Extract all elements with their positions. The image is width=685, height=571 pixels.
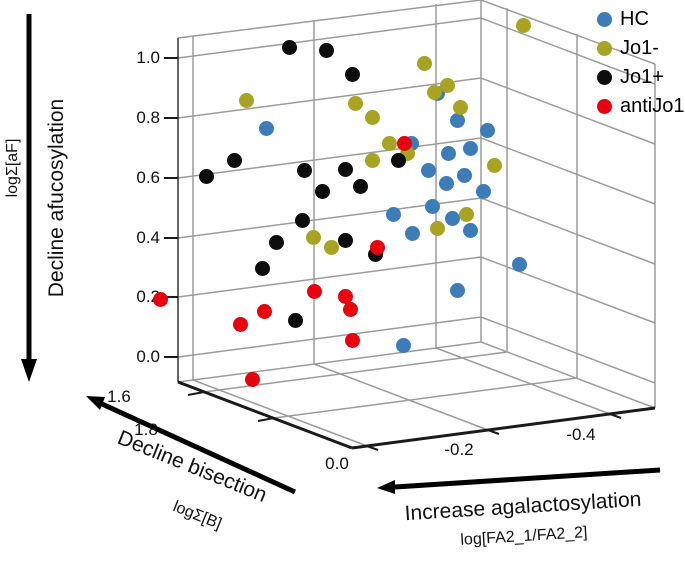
decline-bisection-arrow (86, 396, 297, 495)
legend-dot-icon (597, 69, 612, 85)
legend: HC Jo1- Jo1+ antiJo1 (597, 6, 685, 119)
data-point-antiJo1 (306, 283, 322, 299)
y-tick-label: -0.2 (444, 440, 474, 459)
data-point-Jo1+ (318, 42, 334, 58)
y-tick-label: 0.0 (325, 454, 349, 473)
data-point-HC (511, 256, 527, 272)
y-tick-label: -0.4 (566, 425, 596, 444)
data-point-Jo1+ (352, 178, 368, 194)
data-point-HC (462, 140, 478, 156)
z-tick-label: 0.0 (136, 347, 160, 366)
increase-agalactosylation-arrow (377, 467, 661, 494)
data-point-Jo1- (439, 77, 455, 93)
data-point-Jo1+ (226, 152, 242, 168)
legend-label: Jo1- (620, 36, 659, 59)
legend-label: Jo1+ (620, 65, 664, 88)
data-point-antiJo1 (152, 291, 168, 307)
data-point-HC (424, 198, 440, 214)
data-point-antiJo1 (342, 301, 358, 317)
data-point-Jo1- (458, 206, 474, 222)
z-tick-label: 0.6 (136, 168, 160, 187)
legend-item-Jo1-: Jo1- (597, 35, 685, 61)
data-point-Jo1- (305, 229, 321, 245)
data-point-Jo1- (416, 55, 432, 71)
legend-item-antiJo1: antiJo1 (597, 93, 685, 119)
data-point-antiJo1 (232, 316, 248, 332)
data-point-Jo1- (515, 17, 531, 33)
data-point-HC (404, 225, 420, 241)
data-point-Jo1+ (294, 212, 310, 228)
data-point-antiJo1 (337, 288, 353, 304)
data-point-HC (462, 222, 478, 238)
legend-label: antiJo1 (620, 94, 685, 117)
data-point-Jo1- (347, 95, 363, 111)
data-point-HC (385, 206, 401, 222)
z-tick-label: 0.8 (136, 108, 160, 127)
data-point-Jo1- (452, 99, 468, 115)
data-point-HC (420, 162, 436, 178)
x-tick-label: 1.6 (107, 387, 131, 406)
data-point-Jo1- (364, 109, 380, 125)
data-point-Jo1+ (390, 152, 406, 168)
data-point-Jo1+ (337, 232, 353, 248)
data-point-HC (449, 282, 465, 298)
legend-item-Jo1+: Jo1+ (597, 64, 685, 90)
data-point-Jo1- (381, 135, 397, 151)
data-point-Jo1- (486, 157, 502, 173)
data-point-HC (475, 183, 491, 199)
data-point-antiJo1 (256, 303, 272, 319)
legend-dot-icon (597, 11, 612, 27)
z-tick-label: 1.0 (136, 48, 160, 67)
data-point-HC (440, 145, 456, 161)
data-point-Jo1+ (268, 234, 284, 250)
data-point-Jo1+ (337, 161, 353, 177)
legend-dot-icon (597, 98, 612, 114)
decline-afucosylation-arrow (21, 14, 37, 382)
data-point-HC (479, 122, 495, 138)
legend-label: HC (620, 7, 649, 30)
data-point-Jo1+ (254, 260, 270, 276)
data-point-Jo1+ (344, 66, 360, 82)
data-point-HC (444, 210, 460, 226)
legend-item-HC: HC (597, 6, 685, 32)
data-point-Jo1- (426, 84, 442, 100)
data-point-HC (449, 112, 465, 128)
data-point-Jo1- (323, 239, 339, 255)
data-point-Jo1- (429, 220, 445, 236)
data-point-Jo1+ (287, 312, 303, 328)
data-point-HC (438, 175, 454, 191)
data-point-Jo1+ (314, 183, 330, 199)
data-point-Jo1+ (296, 162, 312, 178)
data-point-HC (258, 120, 274, 136)
data-point-Jo1+ (198, 168, 214, 184)
x-tick-label: 1.8 (134, 420, 158, 439)
data-point-Jo1+ (281, 39, 297, 55)
data-point-antiJo1 (369, 239, 385, 255)
z-tick-label: 0.4 (136, 228, 160, 247)
data-point-HC (395, 337, 411, 353)
legend-dot-icon (597, 40, 612, 56)
data-point-antiJo1 (244, 371, 260, 387)
data-point-HC (456, 167, 472, 183)
data-point-Jo1- (238, 92, 254, 108)
data-point-Jo1- (364, 152, 380, 168)
data-point-antiJo1 (344, 332, 360, 348)
data-point-antiJo1 (396, 135, 412, 151)
